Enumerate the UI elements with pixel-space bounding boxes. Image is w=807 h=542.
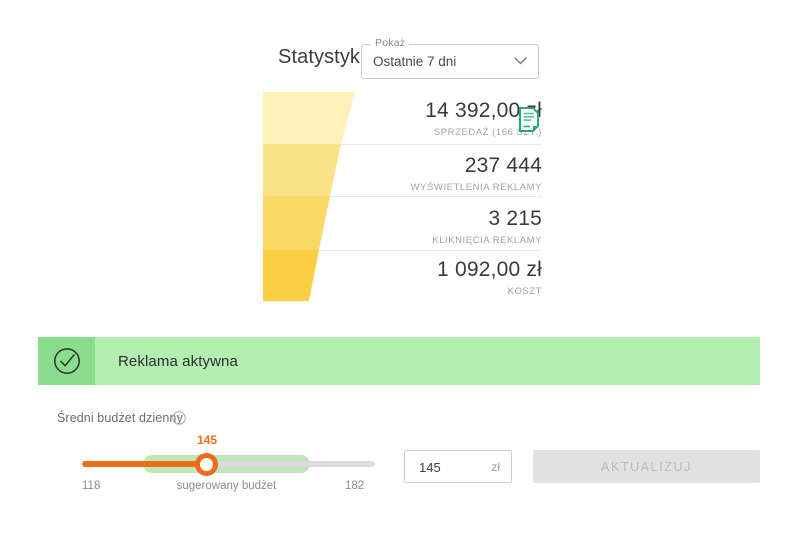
stat-row: 237 444 WYŚWIETLENIA REKLAMY <box>342 155 542 193</box>
budget-input-wrapper[interactable]: zł <box>404 450 512 483</box>
stat-value: 1 092,00 zł <box>437 258 542 281</box>
period-select[interactable] <box>361 44 539 79</box>
status-banner: Reklama aktywna <box>38 337 760 385</box>
stat-divider <box>341 144 542 145</box>
check-circle-icon <box>38 337 95 385</box>
stat-value: 237 444 <box>464 154 542 177</box>
page-title: Statystyki <box>278 46 365 68</box>
stat-row: 3 215 KLIKNIĘCIA REKLAMY <box>342 208 542 246</box>
status-banner-text: Reklama aktywna <box>118 352 238 370</box>
budget-slider[interactable]: 145 118 182 sugerowany budżet <box>0 433 400 500</box>
budget-input[interactable] <box>419 460 469 475</box>
stat-row: 1 092,00 zł KOSZT <box>342 259 542 297</box>
slider-current-value: 145 <box>196 433 218 447</box>
stat-label: WYŚWIETLENIA REKLAMY <box>410 182 542 193</box>
stat-divider <box>319 250 542 251</box>
stat-label: SPRZEDAŻ (166 SZT.) <box>433 127 542 138</box>
stat-row: 14 392,00 zł SPRZEDAŻ (166 SZT.) <box>342 100 542 138</box>
budget-input-unit: zł <box>491 460 500 474</box>
update-button[interactable]: AKTUALIZUJ <box>533 450 760 483</box>
document-icon[interactable] <box>518 107 540 133</box>
chevron-down-icon <box>514 57 527 65</box>
stat-value: 14 392,00 zł <box>425 99 542 122</box>
funnel-segment-2 <box>263 144 341 196</box>
slider-min-label: 118 <box>82 480 101 492</box>
slider-max-label: 182 <box>345 480 365 492</box>
stat-label: KOSZT <box>507 286 542 297</box>
funnel-segment-4 <box>263 250 319 301</box>
stat-divider <box>330 196 542 197</box>
info-icon[interactable] <box>172 411 186 425</box>
slider-suggested-label: sugerowany budżet <box>176 480 277 492</box>
stat-label: KLIKNIĘCIA REKLAMY <box>432 235 542 246</box>
slider-handle[interactable] <box>195 453 218 476</box>
budget-label: Średni budżet dzienny <box>57 411 183 425</box>
funnel-segment-3 <box>263 196 330 250</box>
stat-value: 3 215 <box>488 207 542 230</box>
slider-track[interactable] <box>82 461 375 467</box>
period-select-legend: Pokaż <box>371 37 410 49</box>
slider-track-fill <box>82 461 207 467</box>
period-select-value: Ostatnie 7 dni <box>373 54 457 69</box>
